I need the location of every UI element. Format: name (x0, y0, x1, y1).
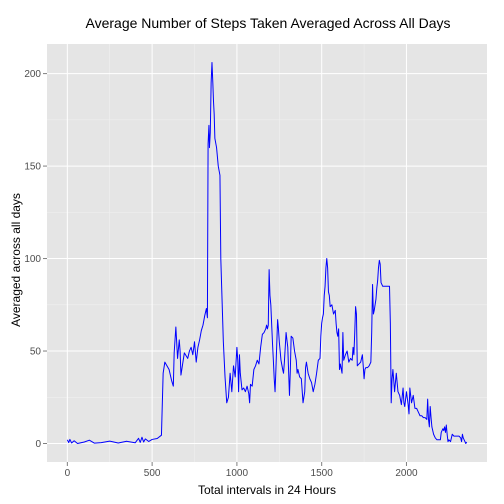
x-tick-label: 500 (144, 468, 161, 479)
x-tick-label: 0 (65, 468, 71, 479)
y-axis-label: Averaged across all days (9, 193, 23, 327)
y-tick-label: 100 (24, 254, 41, 265)
x-axis-ticks: 0 500 1000 1500 2000 (65, 462, 418, 479)
y-tick-label: 50 (30, 347, 42, 358)
series-line (66, 62, 468, 444)
chart-title: Average Number of Steps Taken Averaged A… (86, 15, 451, 31)
y-axis-ticks: 0 50 100 150 200 (24, 69, 47, 450)
y-tick-label: 200 (24, 69, 41, 80)
x-tick-label: 1000 (226, 468, 249, 479)
y-tick-label: 150 (24, 162, 41, 173)
x-axis-label: Total intervals in 24 Hours (198, 483, 336, 497)
plot-panel (47, 44, 487, 462)
x-tick-label: 2000 (395, 468, 418, 479)
minor-gridlines (47, 44, 487, 462)
x-tick-label: 1500 (311, 468, 334, 479)
y-tick-label: 0 (35, 439, 41, 450)
